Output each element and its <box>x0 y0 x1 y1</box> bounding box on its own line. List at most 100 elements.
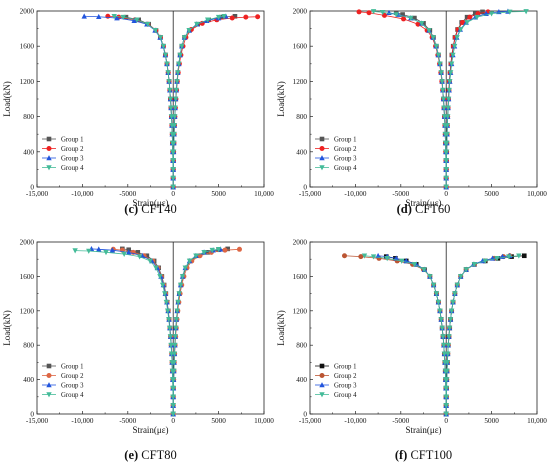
series-group-1 <box>123 13 238 190</box>
data-point <box>379 10 386 16</box>
data-point <box>243 14 249 20</box>
data-point <box>171 351 178 357</box>
y-axis-label: Load(kN) <box>276 81 286 117</box>
data-point <box>193 253 199 259</box>
y-tick-label: 2000 <box>20 239 35 247</box>
data-point <box>171 123 178 129</box>
data-point <box>370 254 377 260</box>
data-point <box>437 308 443 314</box>
caption-text: CFT80 <box>141 448 176 462</box>
data-point <box>384 256 390 262</box>
data-point <box>430 35 436 41</box>
data-point <box>173 325 179 331</box>
data-point <box>458 27 464 33</box>
series-line-left <box>107 15 174 188</box>
legend-marker <box>46 382 52 388</box>
data-point <box>411 262 418 268</box>
data-point <box>167 87 173 94</box>
series-group-1 <box>383 253 527 417</box>
data-point <box>448 61 455 67</box>
data-point <box>171 360 177 366</box>
data-point <box>236 246 242 252</box>
data-point <box>172 105 178 111</box>
data-point <box>446 325 453 331</box>
data-point <box>464 20 470 26</box>
data-point <box>443 411 449 417</box>
data-point <box>460 19 466 25</box>
legend-entry: Group 3 <box>334 382 357 389</box>
data-point <box>463 267 469 273</box>
legend-entry: Group 4 <box>334 392 357 399</box>
data-point <box>96 246 102 252</box>
data-point <box>222 247 228 253</box>
data-point <box>144 253 150 259</box>
data-point <box>464 14 470 20</box>
data-point <box>381 12 387 18</box>
data-point <box>516 253 522 259</box>
data-point <box>215 247 222 253</box>
y-tick-label: 1600 <box>293 273 308 281</box>
data-point <box>433 43 439 50</box>
data-point <box>157 274 163 280</box>
series-line-right <box>172 248 219 415</box>
data-point <box>164 308 171 314</box>
legend-entry: Group 2 <box>61 373 84 380</box>
data-point <box>167 334 174 340</box>
x-axis-label: Strain(με) <box>132 198 168 208</box>
series-line-right <box>172 16 258 188</box>
data-point <box>175 70 181 76</box>
data-point <box>162 52 169 58</box>
y-axis-label: Load(kN) <box>276 310 286 346</box>
y-tick-label: 0 <box>30 411 34 419</box>
data-point <box>201 250 207 256</box>
series-line-right <box>445 255 525 415</box>
legend-entry: Group 4 <box>334 165 357 172</box>
panel-caption: (e) CFT80 <box>124 448 176 462</box>
caption-letter: (f) <box>395 448 411 462</box>
data-point <box>164 61 170 67</box>
y-tick-label: 1600 <box>293 43 308 51</box>
data-point <box>408 15 414 21</box>
y-tick-label: 2000 <box>293 8 308 16</box>
y-axis-label: Load(kN) <box>2 310 12 346</box>
data-point <box>72 248 78 254</box>
data-point <box>172 96 179 102</box>
data-point <box>443 394 450 400</box>
chart-panel-cft80: -15,000 -10,000 -5000 0 5000 10,000 0 400 800 120… <box>2 239 274 463</box>
data-point <box>447 70 454 76</box>
data-point <box>445 96 452 102</box>
data-point <box>166 79 172 85</box>
data-point <box>443 158 450 164</box>
x-tick-label: -10,000 <box>71 190 94 198</box>
data-point <box>152 28 159 34</box>
data-point <box>443 403 449 409</box>
data-point <box>121 251 127 257</box>
data-point <box>177 282 184 288</box>
data-point <box>440 96 447 102</box>
data-point <box>168 342 174 349</box>
data-point <box>177 52 183 58</box>
legend-entry: Group 3 <box>61 155 84 162</box>
data-point <box>105 13 111 19</box>
legend-entry: Group 3 <box>61 382 84 389</box>
series-line-left <box>388 12 447 188</box>
x-tick-label: 0 <box>444 190 448 198</box>
data-point <box>176 61 182 67</box>
data-point <box>480 9 485 15</box>
legend-marker <box>46 392 52 398</box>
series-group-4 <box>111 13 227 190</box>
chart-panel-cft40: -15,000 -10,000 -5000 0 5000 10,000 0 400 800 120… <box>2 8 274 217</box>
y-tick-label: 1600 <box>20 273 35 281</box>
data-point <box>170 175 176 182</box>
data-point <box>401 16 407 22</box>
data-point <box>445 105 451 111</box>
x-tick-label: -10,000 <box>344 190 367 198</box>
data-point <box>131 17 137 23</box>
series-line-left <box>396 12 447 188</box>
data-point <box>448 308 455 314</box>
legend-marker <box>46 363 52 369</box>
data-point <box>446 334 452 340</box>
chart-panel-cft100: -15,000 -10,000 -5000 0 5000 10,000 0 400 800 120… <box>276 239 547 463</box>
data-point <box>458 274 464 280</box>
x-tick-label: 10,000 <box>527 417 547 425</box>
